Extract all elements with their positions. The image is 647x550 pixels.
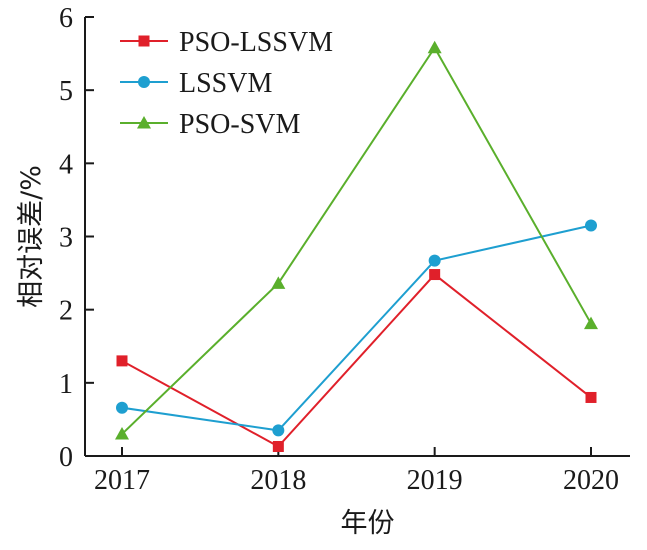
legend-marker	[138, 76, 150, 88]
y-tick-label: 2	[59, 296, 73, 327]
series-pso-lssvm	[116, 269, 597, 452]
y-tick-label: 1	[59, 369, 73, 400]
legend: PSO-LSSVM LSSVM PSO-SVM	[120, 27, 333, 140]
y-tick-label: 4	[59, 149, 73, 180]
legend-item-pso-lssvm: PSO-LSSVM	[120, 27, 333, 58]
series-lssvm	[116, 219, 597, 437]
data-point-pso-svm	[115, 427, 129, 440]
y-axis-label: 相对误差/%	[16, 165, 47, 308]
legend-label: PSO-SVM	[179, 109, 300, 140]
legend-marker	[138, 35, 150, 47]
x-tick-label: 2018	[250, 465, 306, 496]
tick-labels: 0 1 2 3 4 5 6 2017 2018 2019 2020	[59, 3, 619, 496]
series-line-lssvm	[121, 224, 592, 432]
data-point-pso-svm	[584, 316, 598, 330]
x-axis-label: 年份	[341, 508, 395, 539]
y-tick-label: 6	[59, 3, 73, 34]
data-point-pso-lssvm	[116, 355, 128, 367]
series-line-pso-lssvm	[121, 273, 592, 448]
x-tick-label: 2017	[94, 465, 150, 496]
legend-item-lssvm: LSSVM	[120, 68, 272, 99]
data-point-lssvm	[116, 401, 128, 414]
legend-marker	[137, 116, 151, 129]
y-tick-label: 0	[59, 442, 73, 473]
series-layer	[115, 40, 598, 452]
data-point-pso-lssvm	[585, 391, 597, 403]
y-tick-label: 5	[59, 76, 73, 107]
legend-label: LSSVM	[179, 68, 272, 99]
y-tick-label: 3	[59, 223, 73, 254]
data-point-pso-svm	[427, 40, 442, 54]
series-pso-svm	[115, 40, 598, 440]
legend-label: PSO-LSSVM	[179, 27, 333, 58]
data-point-lssvm	[428, 254, 441, 267]
legend-item-pso-svm: PSO-SVM	[120, 109, 300, 140]
data-point-pso-svm	[271, 276, 286, 289]
series-line-pso-svm	[121, 45, 592, 435]
chart-axes	[84, 16, 630, 457]
x-tick-label: 2020	[563, 465, 619, 496]
data-point-pso-lssvm	[272, 440, 284, 452]
data-point-lssvm	[272, 424, 285, 437]
x-tick-label: 2019	[407, 465, 463, 496]
data-point-pso-lssvm	[429, 269, 441, 281]
data-point-lssvm	[585, 219, 597, 232]
